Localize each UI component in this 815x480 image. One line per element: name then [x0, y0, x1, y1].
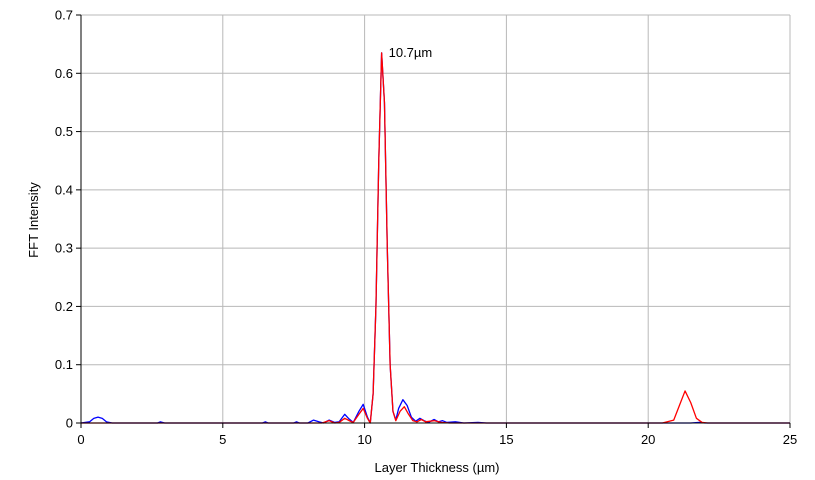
- y-tick-label-1: 0.1: [55, 357, 73, 372]
- blue-series-line: [80, 52, 790, 424]
- y-tick-label-0: 0: [66, 416, 73, 431]
- x-tick-label-3: 15: [499, 432, 513, 447]
- y-tick-label-3: 0.3: [55, 241, 73, 256]
- y-tick-label-5: 0.5: [55, 124, 73, 139]
- y-tick-label-7: 0.7: [55, 8, 73, 23]
- y-axis-title: FFT Intensity: [26, 182, 41, 258]
- x-tick-label-5: 25: [783, 432, 797, 447]
- y-tick-label-4: 0.4: [55, 182, 73, 197]
- axes: [76, 14, 791, 428]
- x-axis-title: Layer Thickness (µm): [374, 460, 499, 475]
- x-tick-label-2: 10: [357, 432, 371, 447]
- y-tick-label-6: 0.6: [55, 66, 73, 81]
- x-tick-label-1: 5: [219, 432, 226, 447]
- peak-annotation: 10.7µm: [389, 45, 433, 60]
- grid-lines: [81, 14, 791, 423]
- x-tick-label-0: 0: [77, 432, 84, 447]
- tick-labels: 0 5 10 15 20 25 0 0.1 0.2 0.3 0.4 0.5 0.6 0.7: [55, 8, 797, 448]
- red-series-line: [81, 52, 790, 424]
- y-tick-label-2: 0.2: [55, 299, 73, 314]
- x-tick-label-4: 20: [641, 432, 655, 447]
- series-group: [80, 52, 790, 424]
